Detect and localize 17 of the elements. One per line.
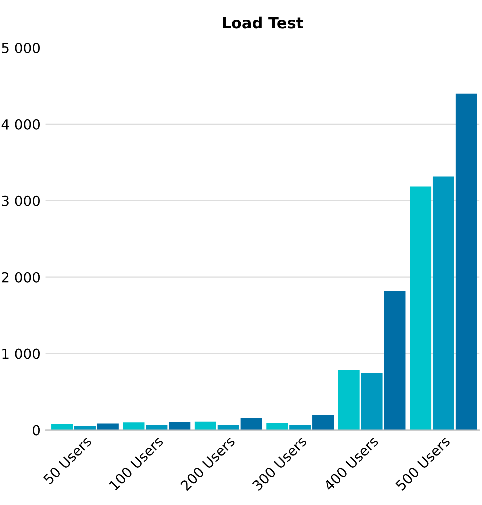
chart-title: Load Test	[223, 16, 304, 29]
y-tick-label: 4 000	[2, 119, 40, 130]
bar	[432, 176, 454, 430]
bar	[123, 422, 145, 430]
bar	[384, 291, 406, 430]
bar	[312, 415, 334, 430]
bar	[240, 418, 262, 430]
y-tick-label: 0	[33, 425, 40, 436]
y-tick-label: 5 000	[2, 42, 40, 54]
bar	[410, 186, 432, 430]
bar	[456, 94, 478, 430]
y-tick-label: 1 000	[2, 348, 40, 360]
bar	[361, 373, 383, 430]
bar	[338, 370, 360, 430]
y-tick-label: 3 000	[2, 196, 40, 206]
bar	[169, 422, 191, 430]
y-tick-label: 2 000	[2, 272, 40, 283]
